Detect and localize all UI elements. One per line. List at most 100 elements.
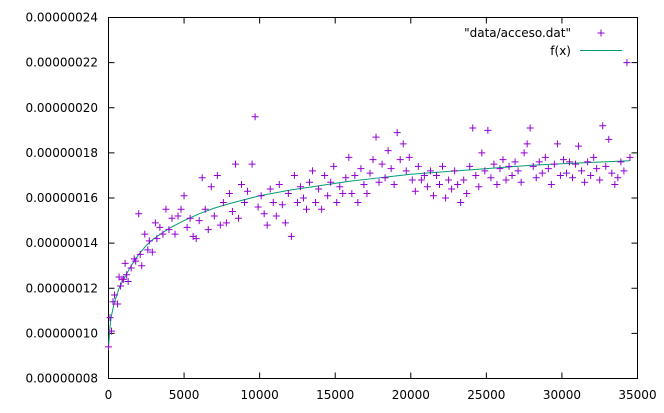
data-point [213,171,221,179]
data-point [306,178,314,186]
data-point [556,171,564,179]
data-point [183,223,191,231]
data-point [156,223,164,231]
x-tick-label: 20000 [392,388,430,402]
data-point [442,194,450,202]
data-point [611,180,619,188]
plot-border [108,17,638,379]
data-point [581,178,589,186]
data-point [378,160,386,168]
data-point [136,250,144,258]
data-point [293,199,301,207]
data-point [330,162,338,170]
data-point [123,271,131,279]
data-point [496,165,504,173]
data-point [526,124,534,132]
data-point [559,156,567,164]
y-tick-label: 0.00000024 [25,11,98,25]
data-point [204,226,212,234]
data-point [114,300,122,308]
data-point [145,237,153,245]
data-point [626,153,634,161]
data-point [111,291,119,299]
data-point [454,180,462,188]
data-point [420,171,428,179]
data-point [321,171,329,179]
x-tick-label: 30000 [543,388,581,402]
data-point [244,187,252,195]
y-tick-label: 0.00000018 [25,146,98,160]
y-tick-label: 0.00000020 [25,101,98,115]
x-tick-label: 0 [105,388,113,402]
data-point [593,165,601,173]
data-point [225,189,233,197]
legend-label-fx: f(x) [550,44,571,58]
data-point [523,140,531,148]
data-point [451,167,459,175]
data-point [121,259,129,267]
data-point [508,171,516,179]
data-point [309,167,317,175]
data-point [287,232,295,240]
data-point [148,248,156,256]
data-point [269,199,277,207]
data-point [387,165,395,173]
data-point [165,226,173,234]
y-tick-label: 0.00000014 [25,236,98,250]
data-point [299,194,307,202]
data-point [575,142,583,150]
data-point [393,129,401,137]
data-point [620,167,628,175]
data-point [505,162,513,170]
x-tick-label: 5000 [169,388,200,402]
data-point [623,59,631,67]
data-point [478,149,486,157]
data-point [120,275,128,283]
data-point [348,189,356,197]
data-point [272,212,280,220]
data-point [550,160,558,168]
data-point [354,199,362,207]
data-point [553,140,561,148]
data-point [381,174,389,182]
data-point [108,327,116,335]
data-point [426,167,434,175]
data-point [210,212,218,220]
data-point [408,176,416,184]
data-point [336,183,344,191]
legend: "data/acceso.dat" f(x) [464,26,622,58]
data-point [241,199,249,207]
data-point [617,158,625,166]
x-tick-label: 15000 [316,388,354,402]
data-point [177,205,185,213]
data-point [290,171,298,179]
data-point [198,174,206,182]
data-point [439,162,447,170]
data-point [234,214,242,222]
data-point [484,126,492,134]
data-point [186,214,194,222]
data-point [345,153,353,161]
data-point [445,176,453,184]
data-point [399,140,407,148]
data-point [369,156,377,164]
data-point [417,176,425,184]
data-point [396,156,404,164]
data-point [207,183,215,191]
data-point [351,171,359,179]
data-point [195,217,203,225]
data-point [493,180,501,188]
data-point [266,185,274,193]
data-point [315,185,323,193]
data-point [529,162,537,170]
data-point [219,199,227,207]
data-point [487,174,495,182]
data-point [436,180,444,188]
data-point [216,221,224,229]
data-point [228,208,236,216]
y-tick-label: 0.00000008 [25,372,98,386]
data-point [608,169,616,177]
data-point [360,180,368,188]
data-point [312,199,320,207]
x-tick-label: 25000 [467,388,505,402]
